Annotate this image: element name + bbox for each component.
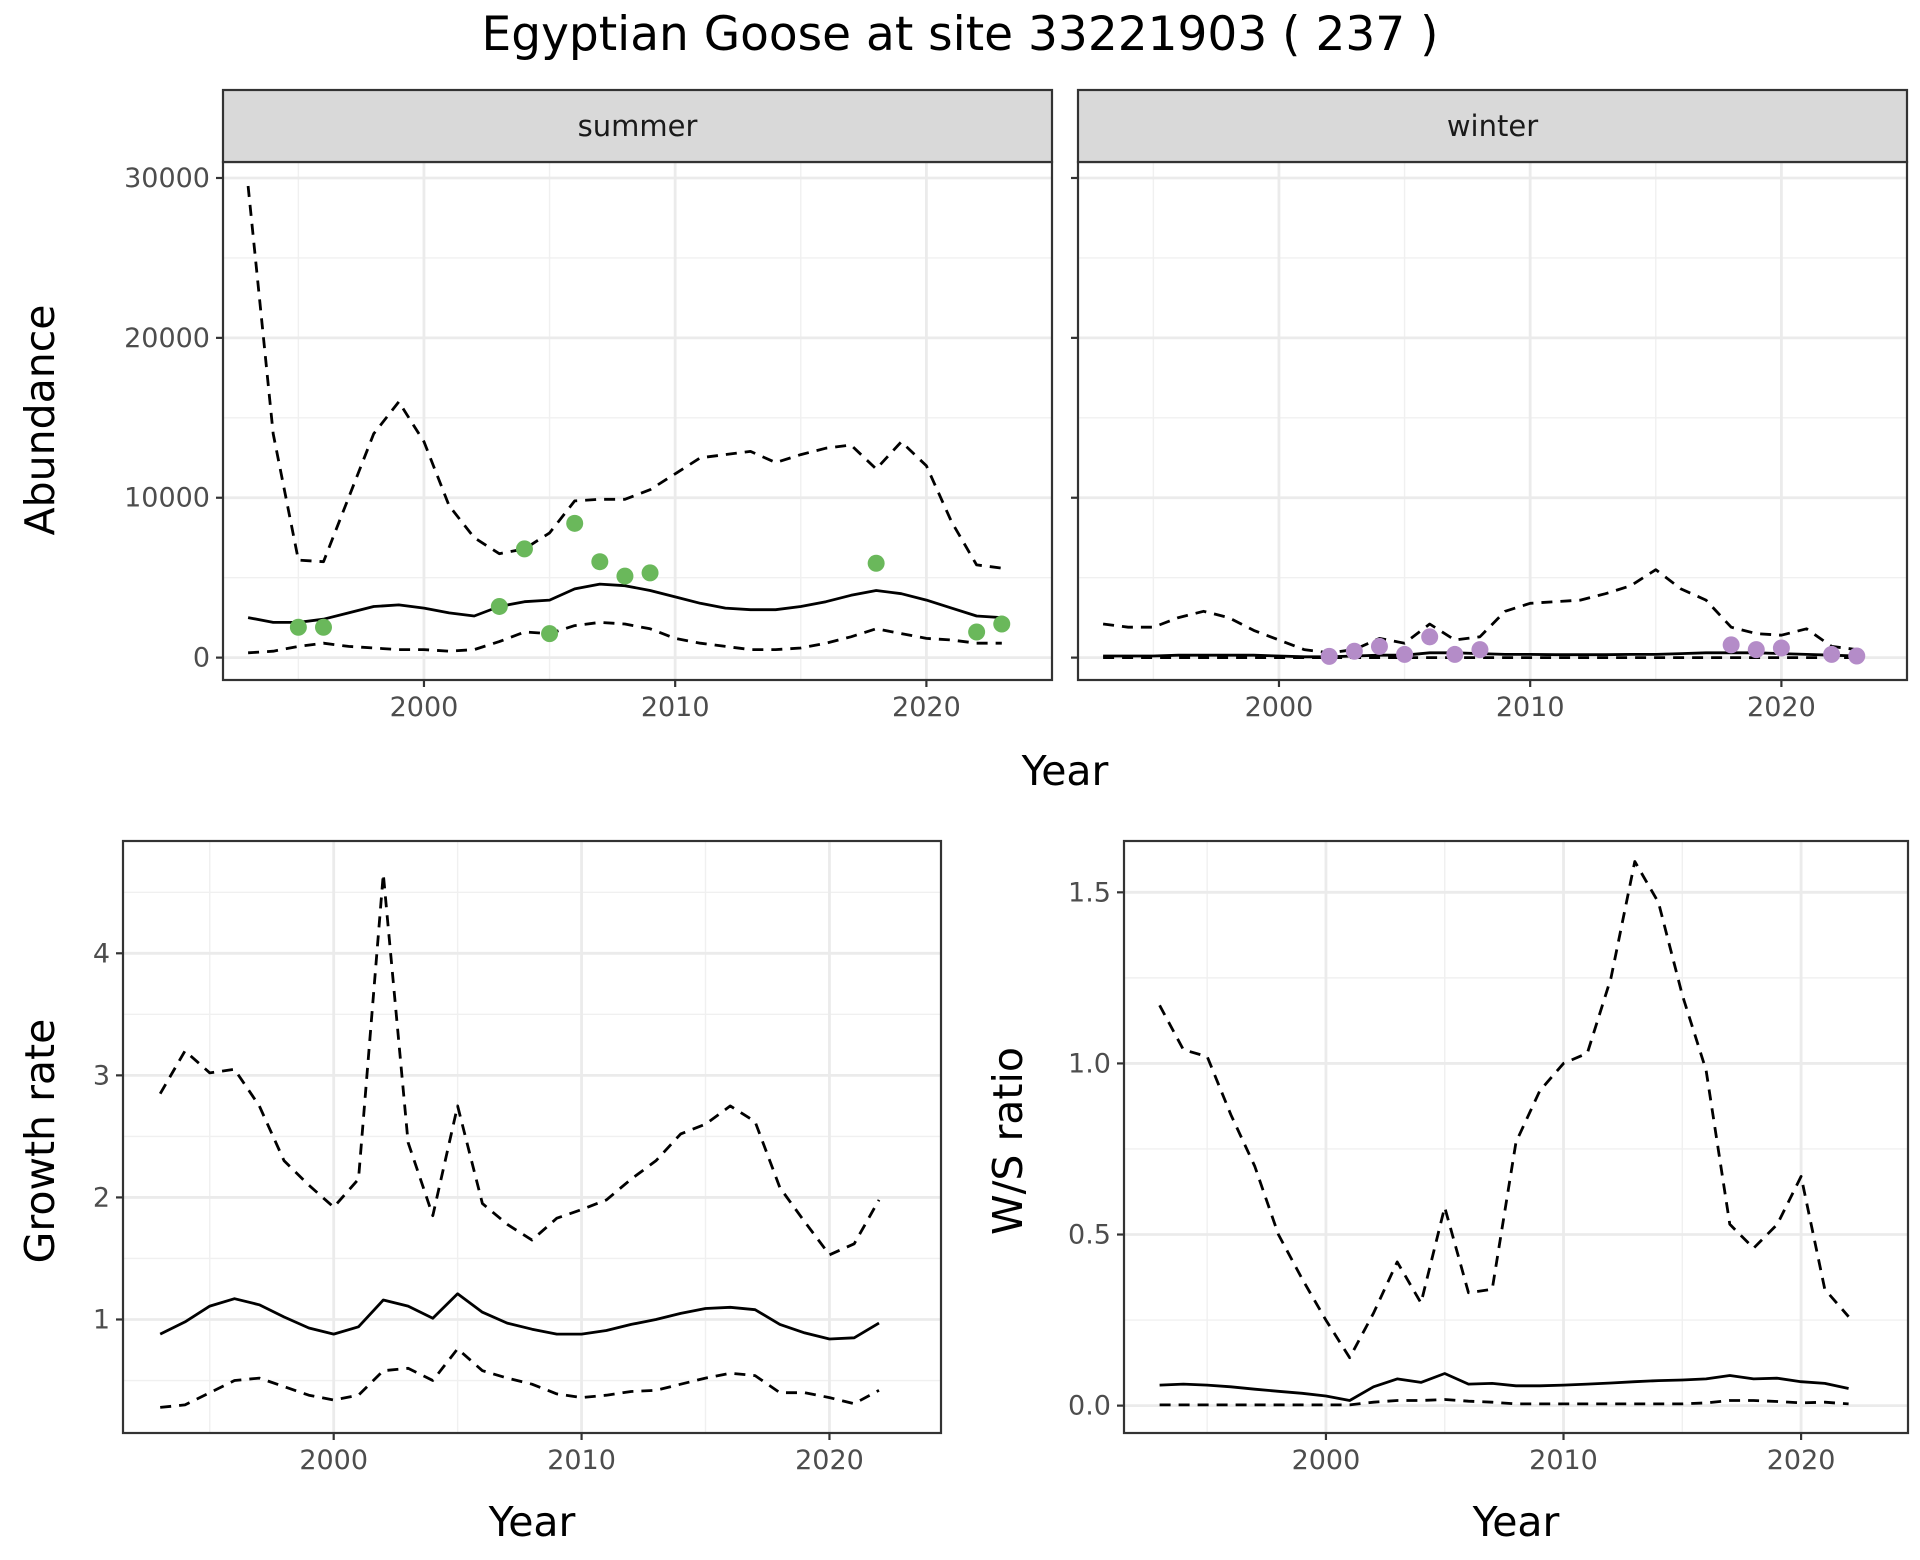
winter-x-tick-label: 2020 — [1747, 692, 1816, 723]
winter-data-point — [1320, 647, 1338, 665]
summer-data-point — [490, 597, 508, 615]
summer-fitted-line — [247, 582, 1002, 624]
summer-data-point — [993, 615, 1011, 633]
growth-y-tick-label: 4 — [93, 938, 110, 969]
growth-fitted-line — [159, 1292, 880, 1341]
summer-lower-bound-line — [248, 621, 1002, 655]
summer-data-point — [289, 618, 307, 636]
growth-x-tick-label: 2020 — [795, 1445, 864, 1476]
winter-data-point — [1345, 642, 1363, 660]
winter-data-point — [1396, 645, 1414, 663]
panel-summer: summer 2000 2010 2020 0 10000 20000 30000 — [124, 88, 1054, 723]
ratio-x-tick-label: 2020 — [1767, 1445, 1836, 1476]
winter-data-point — [1848, 647, 1866, 665]
growth-y-tick-label: 1 — [93, 1304, 110, 1335]
ratio-y-tick-label: 1.5 — [1068, 877, 1111, 908]
summer-data-point — [968, 623, 986, 641]
ratio-x-axis-title: Year — [1472, 1498, 1560, 1546]
summer-y-tick-label: 0 — [193, 643, 210, 674]
winter-x-tick-label: 2000 — [1245, 692, 1314, 723]
growth-upper-bound-line — [158, 872, 881, 1257]
winter-data-point — [1747, 641, 1765, 659]
summer-y-tick-label: 10000 — [124, 483, 210, 514]
summer-strip-label: summer — [578, 109, 698, 143]
summer-y-tick-label: 30000 — [124, 163, 210, 194]
panel-growth-rate: 2000 2010 2020 1 2 3 4 — [93, 839, 943, 1476]
summer-data-point — [515, 540, 533, 558]
winter-data-point — [1421, 628, 1439, 646]
abundance-y-axis-title: Abundance — [16, 305, 64, 536]
growth-y-tick-label: 2 — [93, 1182, 110, 1213]
summer-upper-bound-line — [246, 185, 1002, 570]
winter-x-tick-label: 2010 — [1496, 692, 1565, 723]
winter-data-point — [1772, 639, 1790, 657]
ratio-y-tick-label: 0.5 — [1068, 1220, 1111, 1251]
summer-x-tick-label: 2000 — [390, 692, 459, 723]
summer-data-point — [566, 514, 584, 532]
ratio-upper-bound-line — [1158, 860, 1850, 1360]
panel-ws-ratio: 2000 2010 2020 0.0 0.5 1.0 1.5 — [1068, 839, 1910, 1476]
panel-winter: winter 2000 2010 2020 — [1071, 88, 1909, 723]
ratio-fitted-line — [1159, 1372, 1849, 1402]
summer-plot-background — [223, 162, 1052, 680]
growth-x-tick-label: 2000 — [299, 1445, 368, 1476]
ratio-y-tick-label: 1.0 — [1068, 1048, 1111, 1079]
ratio-y-axis-title: W/S ratio — [984, 1047, 1032, 1235]
growth-lower-bound-line — [160, 1347, 880, 1409]
ratio-y-tick-label: 0.0 — [1068, 1391, 1111, 1422]
winter-upper-bound-line — [1102, 568, 1857, 655]
figure-title: Egyptian Goose at site 33221903 ( 237 ) — [482, 7, 1439, 62]
winter-data-point — [1370, 637, 1388, 655]
summer-y-tick-label: 20000 — [124, 323, 210, 354]
summer-data-point — [541, 625, 559, 643]
ratio-panel-border — [1122, 839, 1910, 1435]
winter-data-point — [1823, 645, 1841, 663]
growth-panel-border — [121, 839, 943, 1435]
growth-x-tick-label: 2010 — [547, 1445, 616, 1476]
summer-strip — [221, 88, 1054, 164]
summer-data-point — [641, 564, 659, 582]
ratio-lower-bound-line — [1159, 1398, 1849, 1407]
ratio-plot-background — [1124, 841, 1908, 1433]
growth-y-tick-label: 3 — [93, 1060, 110, 1091]
ratio-x-tick-label: 2010 — [1529, 1445, 1598, 1476]
summer-data-point — [867, 554, 885, 572]
growth-x-axis-title: Year — [488, 1498, 576, 1546]
summer-x-tick-label: 2020 — [892, 692, 961, 723]
winter-data-point — [1722, 636, 1740, 654]
summer-data-point — [616, 567, 634, 585]
winter-data-point — [1471, 641, 1489, 659]
abundance-x-axis-title: Year — [1021, 747, 1109, 795]
winter-strip — [1076, 88, 1909, 164]
winter-plot-background — [1078, 162, 1907, 680]
summer-data-point — [591, 553, 609, 571]
winter-data-point — [1446, 645, 1464, 663]
growth-y-axis-title: Growth rate — [16, 1019, 64, 1264]
summer-data-point — [314, 618, 332, 636]
ratio-x-tick-label: 2000 — [1292, 1445, 1361, 1476]
winter-strip-label: winter — [1447, 109, 1538, 143]
summer-x-tick-label: 2010 — [641, 692, 710, 723]
